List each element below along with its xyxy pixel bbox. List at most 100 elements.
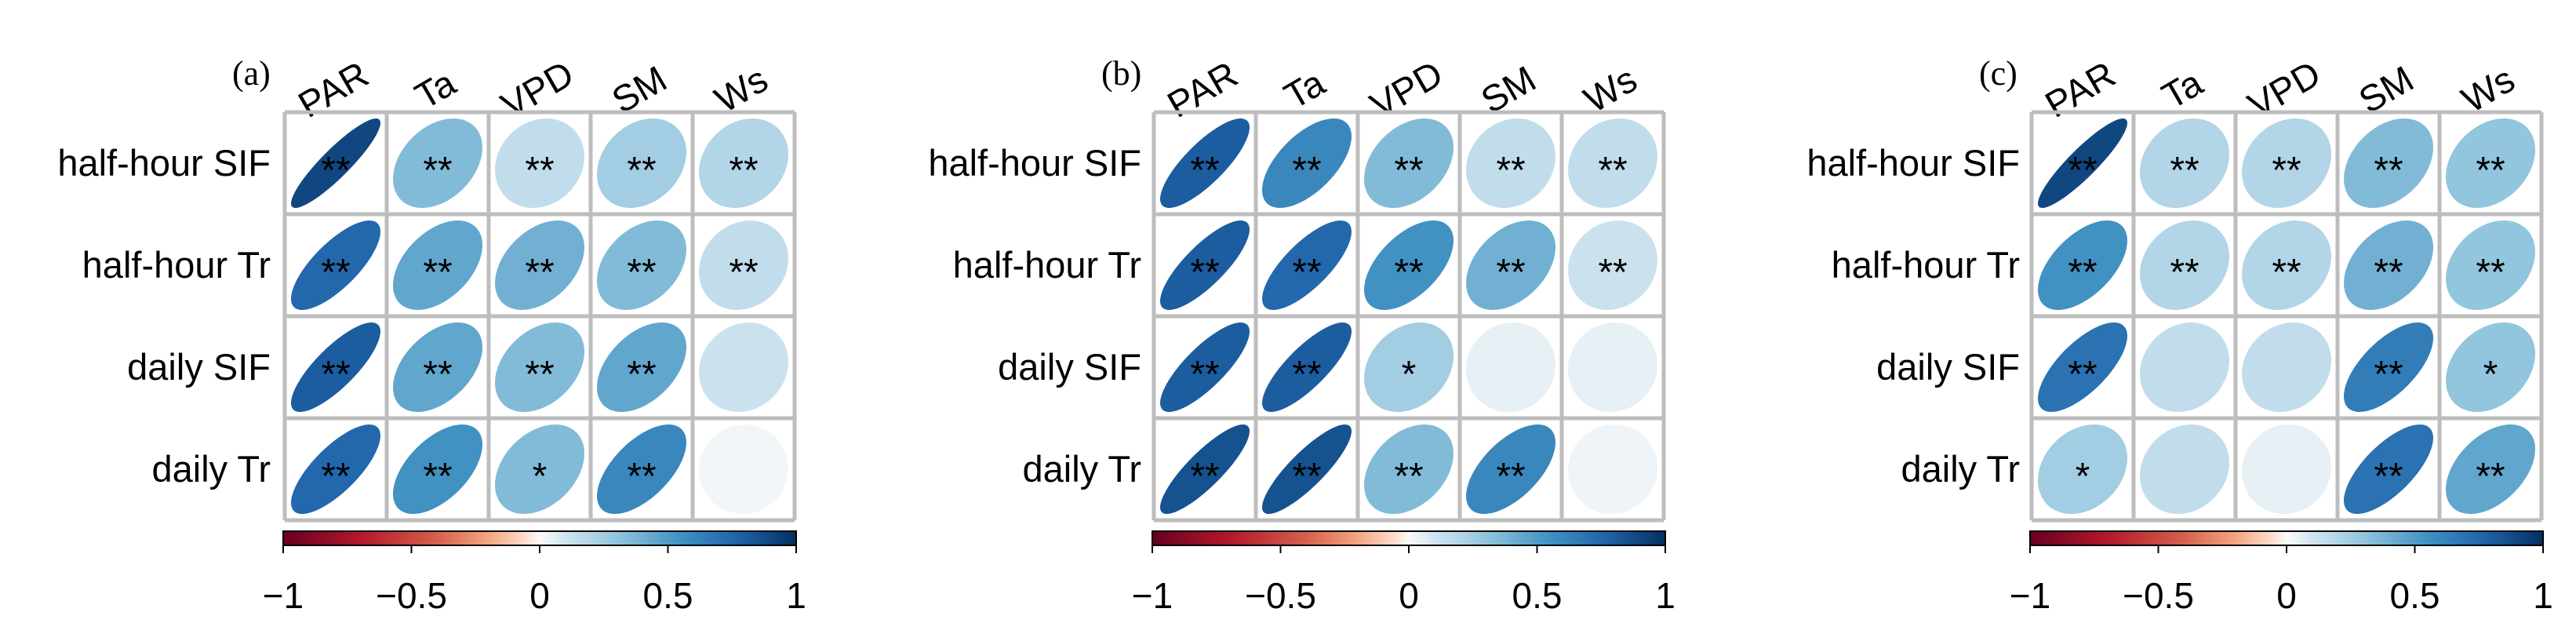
correlation-ellipse bbox=[2446, 118, 2536, 208]
significance-marker: ** bbox=[1496, 456, 1525, 497]
correlation-ellipse bbox=[1465, 424, 1555, 515]
matrix-cell: ** bbox=[2037, 118, 2127, 209]
matrix-cell: ** bbox=[494, 322, 584, 413]
correlation-ellipse bbox=[2139, 220, 2229, 311]
matrix-cell: ** bbox=[1363, 220, 1454, 311]
matrix-cell bbox=[2139, 424, 2229, 515]
significance-marker: ** bbox=[525, 354, 554, 395]
significance-marker: ** bbox=[2476, 252, 2505, 293]
significance-marker: ** bbox=[2476, 456, 2505, 497]
matrix-cell: ** bbox=[1160, 118, 1250, 208]
matrix-cell bbox=[2241, 424, 2331, 515]
correlation-ellipse bbox=[494, 424, 584, 514]
correlation-ellipse bbox=[1363, 424, 1454, 514]
matrix-cell: ** bbox=[1465, 220, 1555, 311]
significance-marker: ** bbox=[627, 354, 656, 395]
row-label-daily-tr: daily Tr bbox=[1023, 448, 1142, 490]
matrix-cell: ** bbox=[392, 118, 482, 209]
correlation-ellipse bbox=[2241, 424, 2331, 515]
row-label-half-hour-tr: half-hour Tr bbox=[1832, 244, 2020, 286]
matrix-cell: ** bbox=[2446, 118, 2536, 208]
significance-marker: ** bbox=[729, 150, 758, 191]
matrix-cell: ** bbox=[1363, 118, 1454, 209]
correlation-ellipse bbox=[2445, 220, 2535, 310]
correlation-ellipse bbox=[2343, 220, 2433, 311]
correlation-ellipse bbox=[2038, 322, 2128, 412]
correlation-ellipse bbox=[1363, 220, 1454, 311]
matrix-cell: ** bbox=[2445, 424, 2535, 515]
matrix-cell bbox=[2139, 322, 2229, 413]
significance-marker: * bbox=[533, 456, 548, 497]
colorbar-tick-label: 0 bbox=[1399, 575, 1419, 616]
correlation-ellipse bbox=[1568, 322, 1658, 412]
correlation-ellipse bbox=[1261, 220, 1352, 311]
matrix-cell bbox=[1466, 322, 1556, 412]
colorbar-tick-label: 0.5 bbox=[643, 575, 693, 616]
significance-marker: ** bbox=[321, 456, 350, 497]
correlation-ellipse bbox=[2139, 322, 2229, 413]
correlation-ellipse bbox=[2445, 322, 2535, 412]
matrix-cell: ** bbox=[1261, 220, 1352, 311]
matrix-cell: ** bbox=[2038, 322, 2128, 412]
correlation-ellipse bbox=[290, 118, 380, 209]
significance-marker: ** bbox=[1190, 354, 1219, 395]
correlation-ellipse bbox=[2037, 118, 2127, 209]
matrix-cell: ** bbox=[596, 322, 687, 412]
matrix-cell: ** bbox=[291, 322, 381, 412]
colorbar-tick-label: −1 bbox=[1132, 575, 1173, 616]
significance-marker: ** bbox=[2374, 456, 2403, 497]
matrix-cell: ** bbox=[2344, 424, 2434, 514]
matrix-cell: ** bbox=[1465, 424, 1555, 515]
significance-marker: ** bbox=[321, 150, 350, 191]
matrix-cell bbox=[698, 424, 788, 515]
significance-marker: * bbox=[2076, 456, 2090, 497]
significance-marker: ** bbox=[321, 354, 350, 395]
column-label-par: PAR bbox=[291, 53, 375, 125]
correlation-ellipse bbox=[2344, 424, 2434, 514]
matrix-cell: ** bbox=[2241, 118, 2331, 209]
significance-marker: ** bbox=[2272, 150, 2301, 191]
matrix-cell: ** bbox=[392, 322, 483, 412]
correlation-ellipse bbox=[290, 220, 380, 311]
significance-marker: ** bbox=[2374, 252, 2403, 293]
correlation-ellipse bbox=[494, 322, 584, 413]
correlation-ellipse bbox=[1160, 424, 1250, 514]
matrix-cell: ** bbox=[597, 118, 687, 208]
matrix-cell: ** bbox=[290, 220, 380, 311]
matrix-cell: ** bbox=[2344, 322, 2434, 412]
significance-marker: ** bbox=[423, 150, 452, 191]
column-label-par: PAR bbox=[1160, 53, 1244, 125]
matrix-cell: ** bbox=[2139, 220, 2229, 311]
panel-label: (a) bbox=[232, 54, 271, 93]
matrix-cell: ** bbox=[1261, 118, 1352, 209]
row-label-half-hour-tr: half-hour Tr bbox=[953, 244, 1141, 286]
correlation-ellipse bbox=[2139, 118, 2229, 209]
matrix-cell: * bbox=[1364, 322, 1454, 412]
correlation-ellipse bbox=[596, 322, 687, 412]
significance-marker: ** bbox=[627, 150, 656, 191]
significance-marker: ** bbox=[1292, 252, 1321, 293]
correlation-ellipse bbox=[699, 220, 789, 310]
row-label-half-hour-tr: half-hour Tr bbox=[82, 244, 271, 286]
significance-marker: ** bbox=[729, 252, 758, 293]
row-label-half-hour-sif: half-hour SIF bbox=[57, 142, 271, 184]
matrix-cell bbox=[2241, 322, 2331, 413]
matrix-cell: * bbox=[2037, 424, 2127, 515]
matrix-cell: ** bbox=[1262, 424, 1352, 514]
significance-marker: ** bbox=[321, 252, 350, 293]
significance-marker: ** bbox=[423, 252, 452, 293]
row-label-daily-tr: daily Tr bbox=[152, 448, 271, 490]
panel-label: (c) bbox=[1979, 54, 2018, 93]
matrix-cell: ** bbox=[596, 220, 686, 311]
correlation-ellipse bbox=[699, 322, 789, 412]
significance-marker: ** bbox=[2374, 354, 2403, 395]
correlation-ellipse bbox=[596, 220, 686, 311]
matrix-cell: ** bbox=[1567, 118, 1657, 209]
panel-label: (b) bbox=[1101, 54, 1141, 93]
significance-marker: ** bbox=[423, 456, 452, 497]
colorbar-tick-label: 1 bbox=[786, 575, 806, 616]
colorbar-tick-label: −0.5 bbox=[2123, 575, 2194, 616]
colorbar-tick-label: 1 bbox=[2533, 575, 2553, 616]
correlation-ellipse bbox=[392, 118, 482, 209]
colorbar-tick-label: 0.5 bbox=[1512, 575, 1563, 616]
